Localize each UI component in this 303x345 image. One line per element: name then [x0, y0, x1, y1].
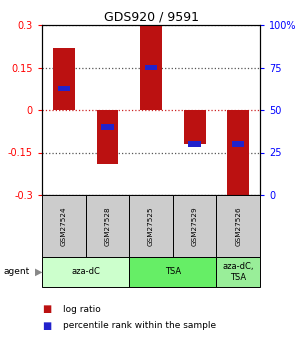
Bar: [101, 125, 114, 130]
Text: GSM27528: GSM27528: [105, 206, 110, 246]
Bar: [53, 48, 75, 110]
Bar: [232, 141, 244, 147]
Text: log ratio: log ratio: [63, 305, 101, 314]
Text: GSM27524: GSM27524: [61, 206, 67, 246]
Text: aza-dC,
TSA: aza-dC, TSA: [222, 262, 254, 282]
Text: GSM27525: GSM27525: [148, 206, 154, 246]
Bar: [188, 141, 201, 147]
Bar: [145, 65, 157, 70]
Text: ▶: ▶: [35, 267, 42, 277]
Bar: [58, 86, 70, 91]
Text: percentile rank within the sample: percentile rank within the sample: [63, 322, 216, 331]
Text: agent: agent: [3, 267, 29, 276]
Bar: [184, 110, 205, 144]
Text: ■: ■: [42, 321, 51, 331]
Title: GDS920 / 9591: GDS920 / 9591: [104, 11, 198, 24]
Text: ■: ■: [42, 304, 51, 314]
Text: GSM27529: GSM27529: [191, 206, 198, 246]
Bar: [140, 25, 162, 110]
Text: TSA: TSA: [165, 267, 181, 276]
Text: GSM27526: GSM27526: [235, 206, 241, 246]
Text: aza-dC: aza-dC: [71, 267, 100, 276]
Bar: [227, 110, 249, 195]
Bar: [96, 110, 118, 164]
